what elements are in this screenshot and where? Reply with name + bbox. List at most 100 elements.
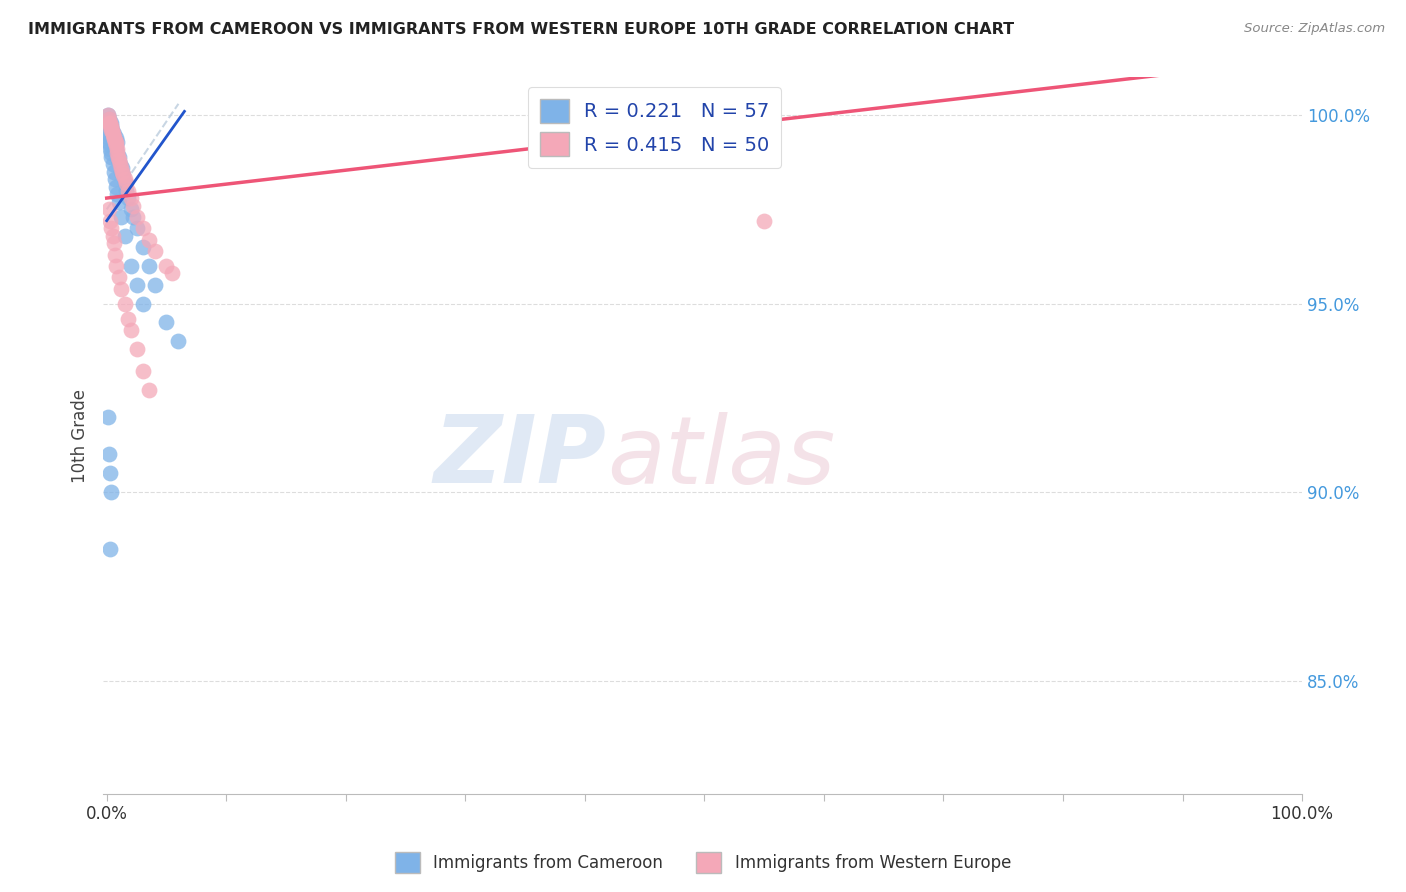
Point bbox=[98, 112, 121, 126]
Point bbox=[97, 127, 120, 141]
Point bbox=[98, 541, 121, 556]
Point bbox=[120, 191, 142, 205]
Point bbox=[115, 176, 138, 190]
Point bbox=[103, 130, 125, 145]
Point bbox=[122, 199, 145, 213]
Legend: Immigrants from Cameroon, Immigrants from Western Europe: Immigrants from Cameroon, Immigrants fro… bbox=[388, 846, 1018, 880]
Point bbox=[107, 145, 129, 160]
Point bbox=[104, 172, 127, 186]
Point bbox=[107, 145, 129, 160]
Point bbox=[107, 153, 129, 168]
Point bbox=[110, 164, 132, 178]
Point bbox=[100, 120, 122, 134]
Point bbox=[107, 153, 129, 168]
Point bbox=[104, 130, 127, 145]
Point bbox=[114, 296, 136, 310]
Point bbox=[100, 145, 122, 160]
Point bbox=[162, 267, 184, 281]
Point bbox=[101, 127, 124, 141]
Point bbox=[104, 135, 127, 149]
Point bbox=[125, 210, 148, 224]
Point bbox=[111, 161, 134, 175]
Point bbox=[100, 485, 122, 500]
Point bbox=[107, 150, 129, 164]
Point bbox=[98, 135, 121, 149]
Point bbox=[114, 228, 136, 243]
Point bbox=[100, 150, 122, 164]
Point bbox=[107, 194, 129, 209]
Point bbox=[120, 202, 142, 217]
Point bbox=[98, 142, 121, 156]
Point bbox=[104, 247, 127, 261]
Point bbox=[97, 116, 120, 130]
Point bbox=[155, 316, 177, 330]
Point bbox=[105, 259, 128, 273]
Point bbox=[107, 187, 129, 202]
Point bbox=[103, 130, 125, 145]
Point bbox=[97, 409, 120, 424]
Point bbox=[131, 296, 153, 310]
Point bbox=[98, 120, 121, 134]
Point bbox=[103, 127, 125, 141]
Text: Source: ZipAtlas.com: Source: ZipAtlas.com bbox=[1244, 22, 1385, 36]
Point bbox=[101, 228, 124, 243]
Point bbox=[125, 221, 148, 235]
Point bbox=[104, 138, 127, 153]
Point bbox=[97, 108, 120, 122]
Point bbox=[155, 259, 177, 273]
Point bbox=[111, 164, 134, 178]
Point bbox=[110, 210, 132, 224]
Point bbox=[115, 184, 138, 198]
Point bbox=[110, 281, 132, 295]
Text: ZIP: ZIP bbox=[434, 411, 606, 503]
Point bbox=[120, 259, 142, 273]
Point bbox=[103, 164, 125, 178]
Point bbox=[143, 277, 166, 292]
Point bbox=[117, 184, 139, 198]
Point bbox=[107, 150, 129, 164]
Point bbox=[101, 123, 124, 137]
Point bbox=[105, 179, 128, 194]
Point bbox=[108, 157, 131, 171]
Point bbox=[103, 135, 125, 149]
Y-axis label: 10th Grade: 10th Grade bbox=[72, 389, 89, 483]
Point bbox=[98, 138, 121, 153]
Point bbox=[114, 176, 136, 190]
Point bbox=[108, 157, 131, 171]
Point bbox=[98, 213, 121, 227]
Point bbox=[138, 233, 160, 247]
Point bbox=[105, 135, 128, 149]
Point bbox=[97, 112, 120, 126]
Point bbox=[100, 221, 122, 235]
Point bbox=[105, 142, 128, 156]
Point bbox=[131, 364, 153, 378]
Legend: R = 0.221   N = 57, R = 0.415   N = 50: R = 0.221 N = 57, R = 0.415 N = 50 bbox=[529, 87, 782, 168]
Point bbox=[138, 259, 160, 273]
Point bbox=[117, 311, 139, 326]
Point bbox=[131, 240, 153, 254]
Point bbox=[103, 130, 125, 145]
Point bbox=[138, 384, 160, 398]
Point bbox=[101, 123, 124, 137]
Point bbox=[101, 157, 124, 171]
Point bbox=[100, 123, 122, 137]
Point bbox=[131, 221, 153, 235]
Text: IMMIGRANTS FROM CAMEROON VS IMMIGRANTS FROM WESTERN EUROPE 10TH GRADE CORRELATIO: IMMIGRANTS FROM CAMEROON VS IMMIGRANTS F… bbox=[28, 22, 1014, 37]
Point bbox=[98, 447, 121, 461]
Point bbox=[97, 108, 120, 122]
Point bbox=[122, 210, 145, 224]
Point bbox=[98, 116, 121, 130]
Point bbox=[103, 127, 125, 141]
Point bbox=[98, 116, 121, 130]
Point bbox=[100, 116, 122, 130]
Point bbox=[167, 334, 190, 349]
Point bbox=[143, 244, 166, 258]
Point bbox=[125, 342, 148, 356]
Point bbox=[101, 127, 124, 141]
Text: atlas: atlas bbox=[606, 411, 835, 502]
Point bbox=[98, 123, 121, 137]
Point bbox=[120, 323, 142, 337]
Point bbox=[110, 161, 132, 175]
Point bbox=[117, 191, 139, 205]
Point bbox=[125, 277, 148, 292]
